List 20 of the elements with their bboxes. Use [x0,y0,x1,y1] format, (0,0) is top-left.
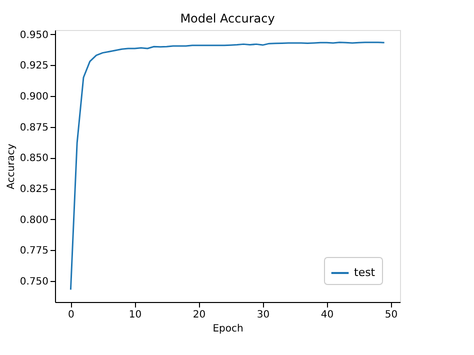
y-tick-label: 0.850 [20,153,48,164]
y-tick-label: 0.875 [20,122,48,134]
x-axis-title: Epoch [212,324,244,334]
y-tick-label: 0.950 [20,30,48,41]
chart-title: Model Accuracy [180,11,275,26]
legend-label: test [354,266,376,279]
y-tick-label: 0.900 [20,91,48,102]
y-axis-title: Accuracy [6,144,17,190]
x-tick-label: 30 [256,310,270,320]
x-tick-label: 50 [384,310,398,320]
y-tick-label: 0.750 [20,276,48,288]
x-tick-label: 10 [128,310,142,320]
y-tick-label: 0.775 [20,246,48,257]
x-tick-label: 0 [68,310,74,320]
x-tick-label: 20 [192,310,206,320]
line-series [70,42,386,290]
y-tick-label: 0.800 [20,214,48,226]
y-tick-label: 0.825 [20,184,48,196]
y-tick-label: 0.925 [20,60,48,72]
x-tick-label: 40 [320,310,334,320]
